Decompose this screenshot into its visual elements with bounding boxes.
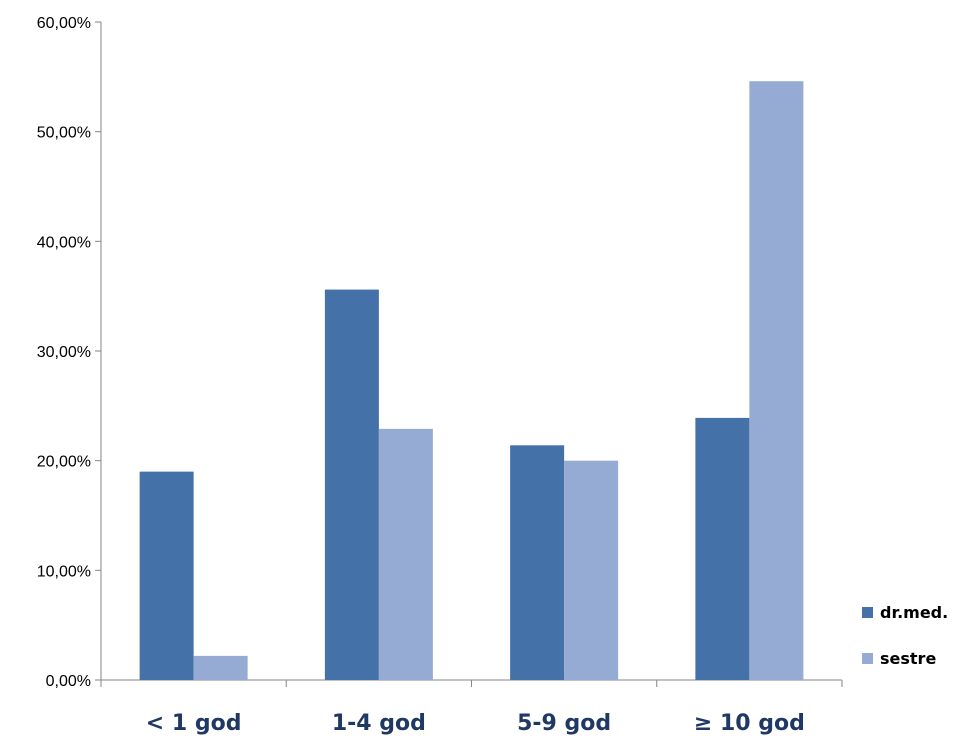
y-axis: 0,00% 10,00% 20,00% 30,00% 40,00% 50,00% 60,00…	[37, 15, 102, 690]
legend-swatch	[862, 607, 873, 618]
x-category-label: 5-9 god	[517, 711, 611, 736]
bar-dr-med	[139, 471, 194, 680]
y-tick-label: 20,00%	[37, 454, 91, 471]
legend: dr.med. sestre	[862, 603, 948, 668]
x-category-label: 1-4 god	[332, 711, 426, 736]
x-category-label: < 1 god	[146, 711, 242, 736]
legend-label: dr.med.	[880, 603, 948, 622]
y-tick-label: 30,00%	[37, 344, 91, 361]
bar-sestre	[193, 655, 248, 680]
y-tick-label: 0,00%	[46, 673, 91, 690]
bar-dr-med	[510, 445, 565, 680]
y-tick-label: 10,00%	[37, 563, 91, 580]
bar-dr-med	[695, 417, 750, 680]
y-tick-label: 40,00%	[37, 234, 91, 251]
bar-sestre	[564, 460, 619, 680]
x-axis: < 1 god 1-4 god 5-9 god ≥ 10 god	[100, 679, 843, 736]
y-tick-label: 50,00%	[37, 125, 91, 142]
bar-sestre	[378, 428, 433, 680]
bar-dr-med	[324, 289, 379, 680]
legend-swatch	[862, 653, 873, 664]
bar-sestre	[749, 81, 804, 681]
x-category-label: ≥ 10 god	[694, 711, 805, 736]
y-tick-label: 60,00%	[37, 15, 91, 32]
legend-label: sestre	[880, 649, 936, 668]
bars	[139, 81, 804, 681]
